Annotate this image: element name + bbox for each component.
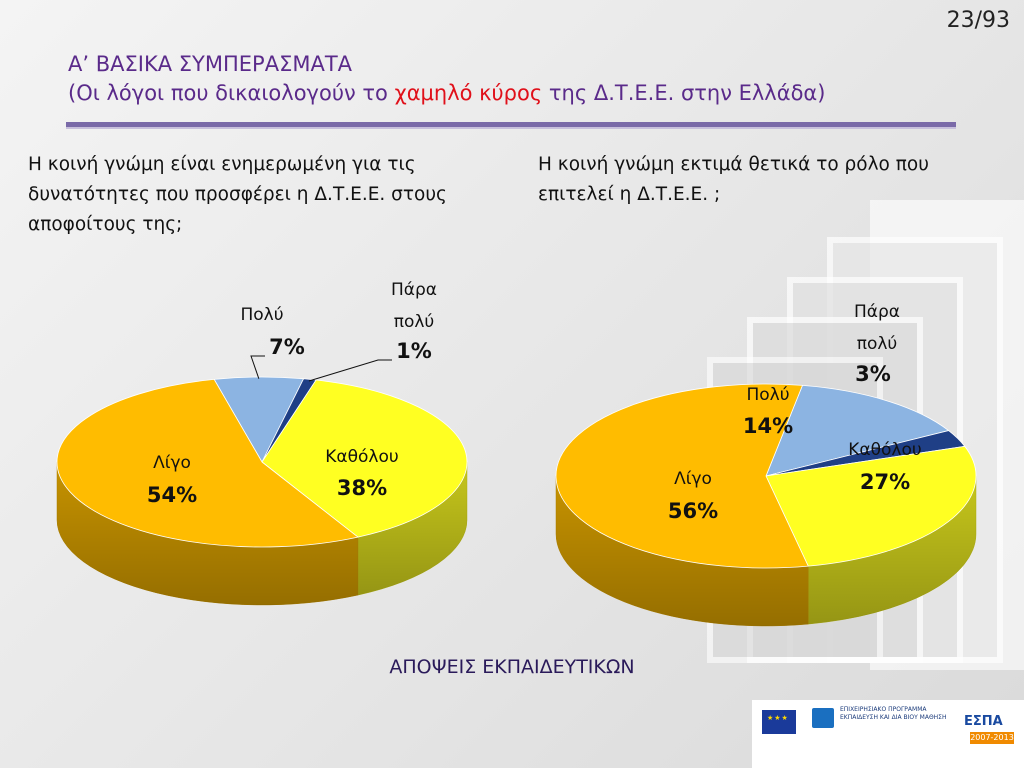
eu-flag-icon (762, 710, 796, 734)
pie-1-value-1: 3% (855, 362, 891, 386)
pie-0-labels: Πολύ 7% Πάρα πολύ 1% Καθόλου 38% Λίγο 54% (147, 280, 437, 507)
pie-0-label-1-line2: πολύ (394, 312, 435, 332)
pie-1-top (555, 383, 977, 569)
program-logo-icon (812, 708, 834, 728)
title-prefix: (Οι λόγοι που δικαιολογούν το (68, 81, 395, 105)
program-line-2: ΕΚΠΑΙΔΕΥΣΗ ΚΑΙ ΔΙΑ ΒΙΟΥ ΜΑΘΗΣΗ (840, 714, 947, 721)
footer-label: ΑΠΟΨΕΙΣ ΕΚΠΑΙΔΕΥΤΙΚΩΝ (389, 656, 635, 678)
sponsor-logos: ΕΠΙΧΕΙΡΗΣΙΑΚΟ ΠΡΟΓΡΑΜΜΑ ΕΚΠΑΙΔΕΥΣΗ ΚΑΙ Δ… (752, 700, 1024, 768)
pie-0-side-shade-2 (357, 462, 467, 596)
page-number: 23/93 (946, 8, 1010, 33)
program-text: ΕΠΙΧΕΙΡΗΣΙΑΚΟ ΠΡΟΓΡΑΜΜΑ ΕΚΠΑΙΔΕΥΣΗ ΚΑΙ Δ… (840, 706, 946, 722)
espa-years: 2007-2013 (970, 732, 1014, 744)
pie-1-label-3: Λίγο (674, 469, 712, 489)
pie-1-side-shade-2 (808, 476, 976, 625)
pie-1-value-0: 14% (743, 414, 793, 438)
pie-chart-left: Πολύ 7% Πάρα πολύ 1% Καθόλου 38% Λίγο 54% (56, 280, 468, 606)
pie-0-label-0: Πολύ (240, 305, 283, 325)
pie-1-slice-2 (765, 445, 977, 567)
pie-1-label-2: Καθόλου (848, 440, 921, 460)
title-suffix: της Δ.Τ.Ε.Ε. στην Ελλάδα) (542, 81, 826, 105)
pie-1-value-2: 27% (860, 470, 910, 494)
pie-1-sides (555, 475, 977, 627)
pie-1-side-shade-3 (556, 476, 809, 626)
pie-0-leader-1 (308, 359, 392, 382)
pie-0-side-shade-3 (57, 462, 358, 605)
pie-0-leader-0 (250, 355, 265, 379)
pie-0-value-1: 1% (396, 339, 432, 363)
pie-0-slice-2 (261, 379, 468, 538)
pie-1-label-1-line2: πολύ (857, 334, 898, 354)
pie-0-label-3: Λίγο (153, 453, 191, 473)
title-line-1: Α’ ΒΑΣΙΚΑ ΣΥΜΠΕΡΑΣΜΑΤΑ (68, 52, 353, 76)
pie-0-value-2: 38% (337, 476, 387, 500)
question-left: Η κοινή γνώμη είναι ενημερωμένη για τις … (28, 154, 447, 235)
program-line-1: ΕΠΙΧΕΙΡΗΣΙΑΚΟ ΠΡΟΓΡΑΜΜΑ (840, 706, 927, 713)
pie-0-top (56, 376, 468, 548)
pie-chart-right: Πολύ 14% Πάρα πολύ 3% Καθόλου 27% Λίγο 56% (555, 302, 977, 627)
pie-1-label-0: Πολύ (746, 385, 789, 405)
pie-0-sides (56, 461, 468, 606)
title-divider (66, 122, 956, 129)
pie-0-slice-3 (56, 378, 359, 548)
espa-logo: ΕΣΠΑ (964, 714, 1003, 729)
pie-1-slice-0 (765, 384, 950, 477)
slide-title: Α’ ΒΑΣΙΚΑ ΣΥΜΠΕΡΑΣΜΑΤΑ (Οι λόγοι που δικ… (68, 50, 825, 108)
question-right: Η κοινή γνώμη εκτιμά θετικά το ρόλο που … (538, 154, 929, 205)
pie-1-slice-3 (555, 383, 809, 569)
pie-0-label-1-line1: Πάρα (391, 280, 437, 300)
title-line-2: (Οι λόγοι που δικαιολογούν το χαμηλό κύρ… (68, 79, 825, 108)
pie-0-label-2: Καθόλου (325, 447, 398, 467)
pie-1-labels: Πολύ 14% Πάρα πολύ 3% Καθόλου 27% Λίγο 56% (668, 302, 922, 523)
title-highlight: χαμηλό κύρος (394, 81, 543, 105)
pie-0-value-3: 54% (147, 483, 197, 507)
pie-1-value-3: 56% (668, 499, 718, 523)
pie-1-label-1-line1: Πάρα (854, 302, 900, 322)
pie-0-value-0: 7% (269, 335, 305, 359)
